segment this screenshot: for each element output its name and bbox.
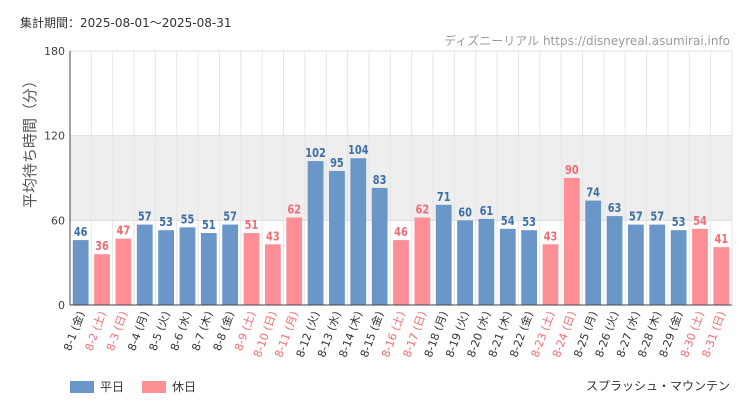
bar-weekday[interactable] — [179, 227, 196, 305]
bar-weekday[interactable] — [478, 218, 495, 305]
legend-swatch-holiday — [142, 380, 167, 393]
bar-weekday[interactable] — [200, 233, 217, 305]
bar-weekday[interactable] — [585, 200, 602, 305]
bar-weekday[interactable] — [670, 230, 687, 305]
bar-weekday[interactable] — [628, 224, 644, 305]
bar-weekday[interactable] — [606, 216, 623, 305]
legend-swatch-weekday — [70, 380, 94, 393]
legend-label-holiday: 休日 — [172, 380, 197, 394]
bar-value-label: 104 — [348, 143, 369, 157]
axis-layer — [69, 51, 732, 306]
bar-weekday[interactable] — [307, 161, 324, 305]
bar-weekday[interactable] — [350, 158, 367, 305]
bar-value-label: 60 — [458, 205, 472, 219]
bar-value-label: 57 — [629, 210, 643, 224]
legend-item-weekday[interactable]: 平日 — [70, 378, 124, 395]
bar-holiday[interactable] — [692, 228, 708, 305]
bar-weekday[interactable] — [499, 228, 516, 305]
bar-value-label: 55 — [181, 212, 195, 226]
bar-value-label: 43 — [266, 229, 280, 243]
bar-weekday[interactable] — [158, 230, 174, 305]
bar-value-label: 63 — [608, 201, 622, 215]
bar-weekday[interactable] — [457, 220, 473, 305]
bar-holiday[interactable] — [243, 233, 260, 305]
bar-weekday[interactable] — [649, 224, 666, 305]
y-tick-label: 60 — [51, 214, 65, 227]
bar-weekday[interactable] — [329, 170, 345, 305]
bars-layer — [72, 158, 730, 305]
bar-value-label: 62 — [416, 203, 430, 217]
bar-weekday[interactable] — [371, 187, 388, 305]
bar-value-label: 53 — [672, 215, 686, 229]
bar-value-label: 53 — [159, 215, 173, 229]
bar-weekday[interactable] — [521, 230, 538, 305]
legend: 平日 休日 — [70, 378, 196, 395]
bar-value-label: 51 — [202, 218, 216, 232]
bar-holiday[interactable] — [264, 244, 281, 305]
bar-value-label: 36 — [95, 239, 109, 253]
bar-value-label: 83 — [373, 173, 387, 187]
bar-value-label: 62 — [287, 203, 301, 217]
bar-holiday[interactable] — [393, 240, 409, 305]
bar-value-label: 95 — [330, 156, 344, 170]
bar-value-label: 57 — [138, 210, 152, 224]
bar-value-label: 57 — [650, 210, 664, 224]
y-tick-label: 0 — [58, 299, 65, 312]
bar-weekday[interactable] — [136, 224, 153, 305]
bar-value-label: 46 — [74, 225, 88, 239]
bar-holiday[interactable] — [542, 244, 559, 305]
bar-value-label: 47 — [117, 224, 131, 238]
attraction-name: スプラッシュ・マウンテン — [585, 379, 730, 393]
y-tick-label: 180 — [44, 45, 65, 58]
bar-value-label: 54 — [693, 214, 707, 228]
site-credit[interactable]: ディズニーリアル https://disneyreal.asumirai.inf… — [444, 34, 730, 48]
bar-value-label: 71 — [437, 190, 451, 204]
legend-label-weekday: 平日 — [100, 380, 125, 394]
bar-value-label: 61 — [480, 204, 494, 218]
grid-band — [70, 135, 732, 221]
y-axis-label: 平均待ち時間（分） — [21, 72, 39, 208]
y-tick-label: 120 — [44, 130, 65, 143]
bar-value-label: 46 — [394, 225, 408, 239]
collection-period: 集計期間：2025-08-01～2025-08-31 — [20, 16, 232, 30]
bar-weekday[interactable] — [72, 240, 89, 305]
bar-value-label: 57 — [223, 210, 237, 224]
bar-holiday[interactable] — [286, 217, 303, 305]
bar-value-label: 53 — [522, 215, 536, 229]
bar-value-label: 41 — [714, 232, 728, 246]
bar-weekday[interactable] — [435, 204, 452, 305]
legend-item-holiday[interactable]: 休日 — [142, 378, 196, 395]
bar-value-label: 90 — [565, 163, 579, 177]
bar-holiday[interactable] — [414, 217, 431, 305]
bar-holiday[interactable] — [713, 247, 730, 305]
bar-value-label: 74 — [586, 186, 600, 200]
bar-value-label: 102 — [305, 146, 326, 160]
bar-weekday[interactable] — [222, 224, 239, 305]
bar-value-label: 51 — [245, 218, 259, 232]
bar-value-label: 54 — [501, 214, 515, 228]
bar-holiday[interactable] — [563, 178, 580, 305]
bar-holiday[interactable] — [94, 254, 110, 305]
bar-value-label: 43 — [544, 229, 558, 243]
bar-holiday[interactable] — [115, 238, 132, 305]
